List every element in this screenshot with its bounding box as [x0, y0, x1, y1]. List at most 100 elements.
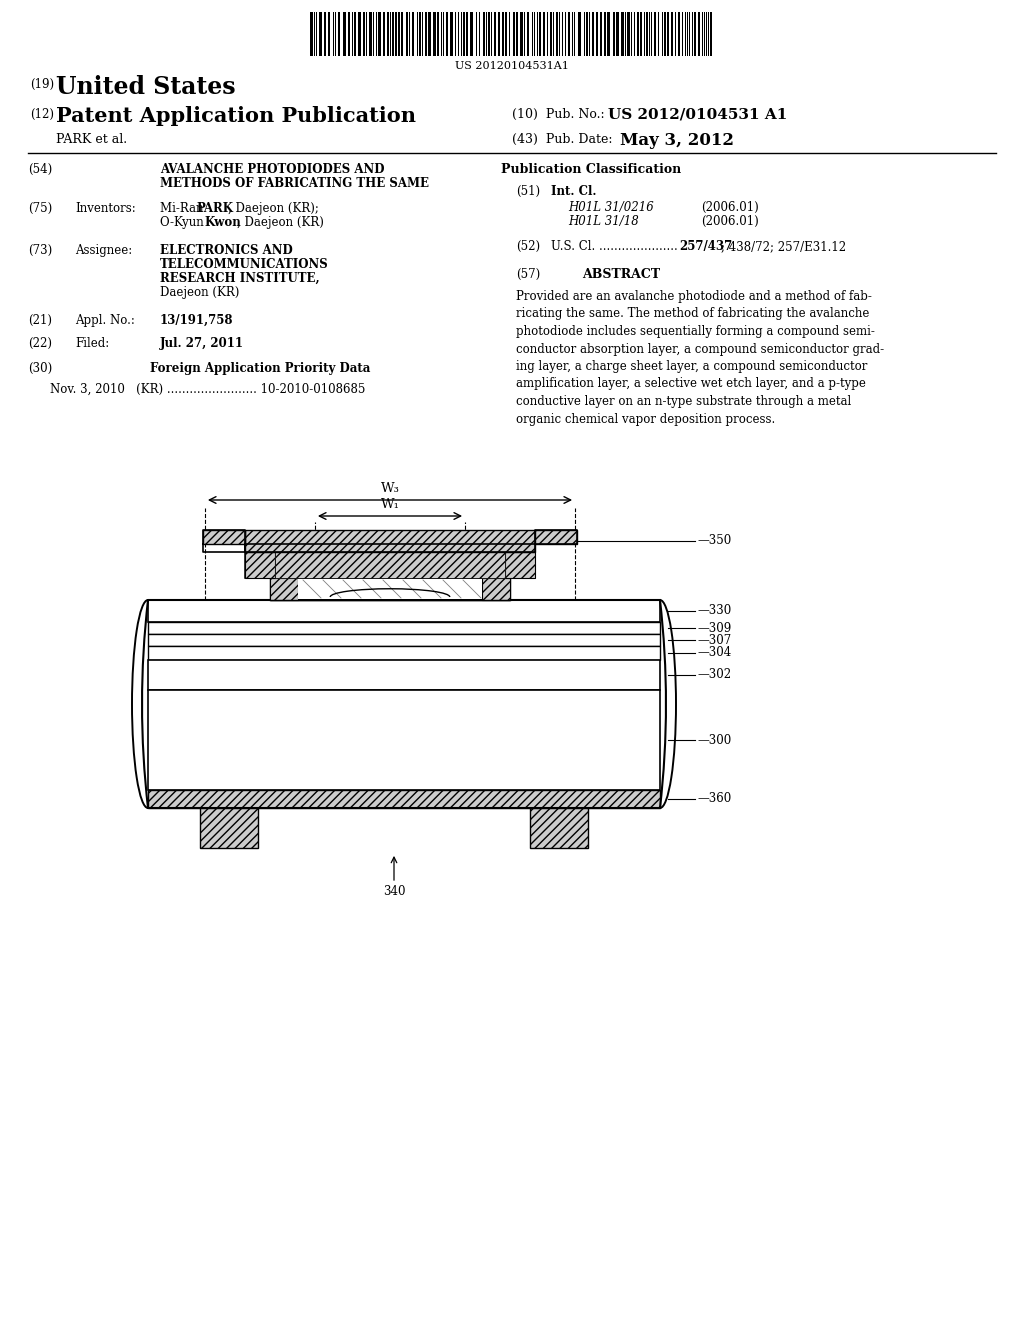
Text: Foreign Application Priority Data: Foreign Application Priority Data [150, 362, 371, 375]
Text: , Daejeon (KR);: , Daejeon (KR); [228, 202, 318, 215]
Text: —350: —350 [697, 535, 731, 548]
Bar [420, 12, 421, 55]
Text: —309: —309 [697, 622, 731, 635]
Bar [373, 12, 375, 55]
Bar [710, 12, 712, 55]
Bar [362, 12, 365, 55]
Bar [482, 578, 510, 601]
Bar [592, 12, 594, 55]
Bar [653, 12, 656, 55]
Text: (30): (30) [28, 362, 52, 375]
Bar [409, 12, 411, 55]
Bar [245, 552, 535, 578]
Bar [586, 12, 588, 55]
Text: 340: 340 [383, 884, 406, 898]
Text: PARK et al.: PARK et al. [56, 133, 127, 147]
Bar [640, 12, 642, 55]
Bar [328, 12, 330, 55]
Text: (2006.01): (2006.01) [701, 215, 759, 228]
Text: —302: —302 [697, 668, 731, 681]
Bar [607, 12, 610, 55]
Bar [603, 12, 606, 55]
Text: —307: —307 [697, 634, 731, 647]
Bar [270, 578, 510, 601]
Bar [200, 808, 258, 847]
Bar [428, 12, 431, 55]
Bar [466, 12, 468, 55]
Text: Mi-Ran: Mi-Ran [160, 202, 207, 215]
Bar [425, 12, 427, 55]
Bar [662, 12, 664, 55]
Text: RESEARCH INSTITUTE,: RESEARCH INSTITUTE, [160, 272, 319, 285]
Bar [441, 12, 442, 55]
Bar [567, 12, 570, 55]
Bar [505, 552, 535, 578]
Text: —304: —304 [697, 647, 731, 660]
Bar [627, 12, 630, 55]
Bar [148, 690, 660, 789]
Bar [245, 531, 535, 552]
Text: Inventors:: Inventors: [75, 202, 136, 215]
Bar [298, 579, 482, 599]
Text: Appl. No.:: Appl. No.: [75, 314, 135, 327]
Text: Patent Application Publication: Patent Application Publication [56, 106, 416, 125]
Bar [488, 12, 490, 55]
Bar [203, 531, 245, 544]
Bar [637, 12, 639, 55]
Text: (75): (75) [28, 202, 52, 215]
Bar [499, 12, 501, 55]
Text: H01L 31/18: H01L 31/18 [568, 215, 639, 228]
Bar [684, 12, 686, 55]
Text: (51): (51) [516, 185, 540, 198]
Bar [494, 12, 496, 55]
Bar [387, 12, 389, 55]
Text: US 20120104531A1: US 20120104531A1 [455, 61, 569, 71]
Bar [678, 12, 680, 55]
Bar [470, 12, 473, 55]
Bar [458, 12, 460, 55]
Text: Assignee:: Assignee: [75, 244, 132, 257]
Bar [589, 12, 590, 55]
Text: (19): (19) [30, 78, 54, 91]
Bar [502, 12, 504, 55]
Text: May 3, 2012: May 3, 2012 [620, 132, 734, 149]
Bar [398, 12, 400, 55]
Bar [505, 12, 507, 55]
Bar [513, 12, 515, 55]
Text: Filed:: Filed: [75, 337, 110, 350]
Bar [482, 12, 485, 55]
Bar [316, 12, 317, 55]
Bar [148, 660, 660, 690]
Bar [417, 12, 419, 55]
Bar [540, 12, 542, 55]
Bar [671, 12, 673, 55]
Bar [675, 12, 676, 55]
Bar [463, 12, 465, 55]
Text: —330: —330 [697, 605, 731, 618]
Text: W₁: W₁ [381, 498, 399, 511]
Bar [535, 531, 577, 544]
Bar [324, 12, 326, 55]
Bar [338, 12, 340, 55]
Text: Kwon: Kwon [204, 216, 241, 228]
Bar [310, 12, 313, 55]
Text: Nov. 3, 2010   (KR) ........................ 10-2010-0108685: Nov. 3, 2010 (KR) ......................… [50, 383, 366, 396]
Text: Daejeon (KR): Daejeon (KR) [160, 286, 240, 300]
Bar [622, 12, 624, 55]
Text: 13/191,758: 13/191,758 [160, 314, 233, 327]
Text: METHODS OF FABRICATING THE SAME: METHODS OF FABRICATING THE SAME [160, 177, 429, 190]
Bar [530, 808, 588, 847]
Bar [358, 12, 360, 55]
Bar [148, 601, 660, 622]
Text: (12): (12) [30, 108, 54, 121]
Text: ; 438/72; 257/E31.12: ; 438/72; 257/E31.12 [721, 240, 846, 253]
Bar [520, 12, 522, 55]
Text: Provided are an avalanche photodiode and a method of fab-
ricating the same. The: Provided are an avalanche photodiode and… [516, 290, 884, 425]
Text: TELECOMMUNICATIONS: TELECOMMUNICATIONS [160, 257, 329, 271]
Bar [664, 12, 666, 55]
Text: H01L 31/0216: H01L 31/0216 [568, 201, 653, 214]
Bar [645, 12, 647, 55]
Text: O-Kyun: O-Kyun [160, 216, 208, 228]
Text: United States: United States [56, 75, 236, 99]
Text: (43)  Pub. Date:: (43) Pub. Date: [512, 133, 612, 147]
